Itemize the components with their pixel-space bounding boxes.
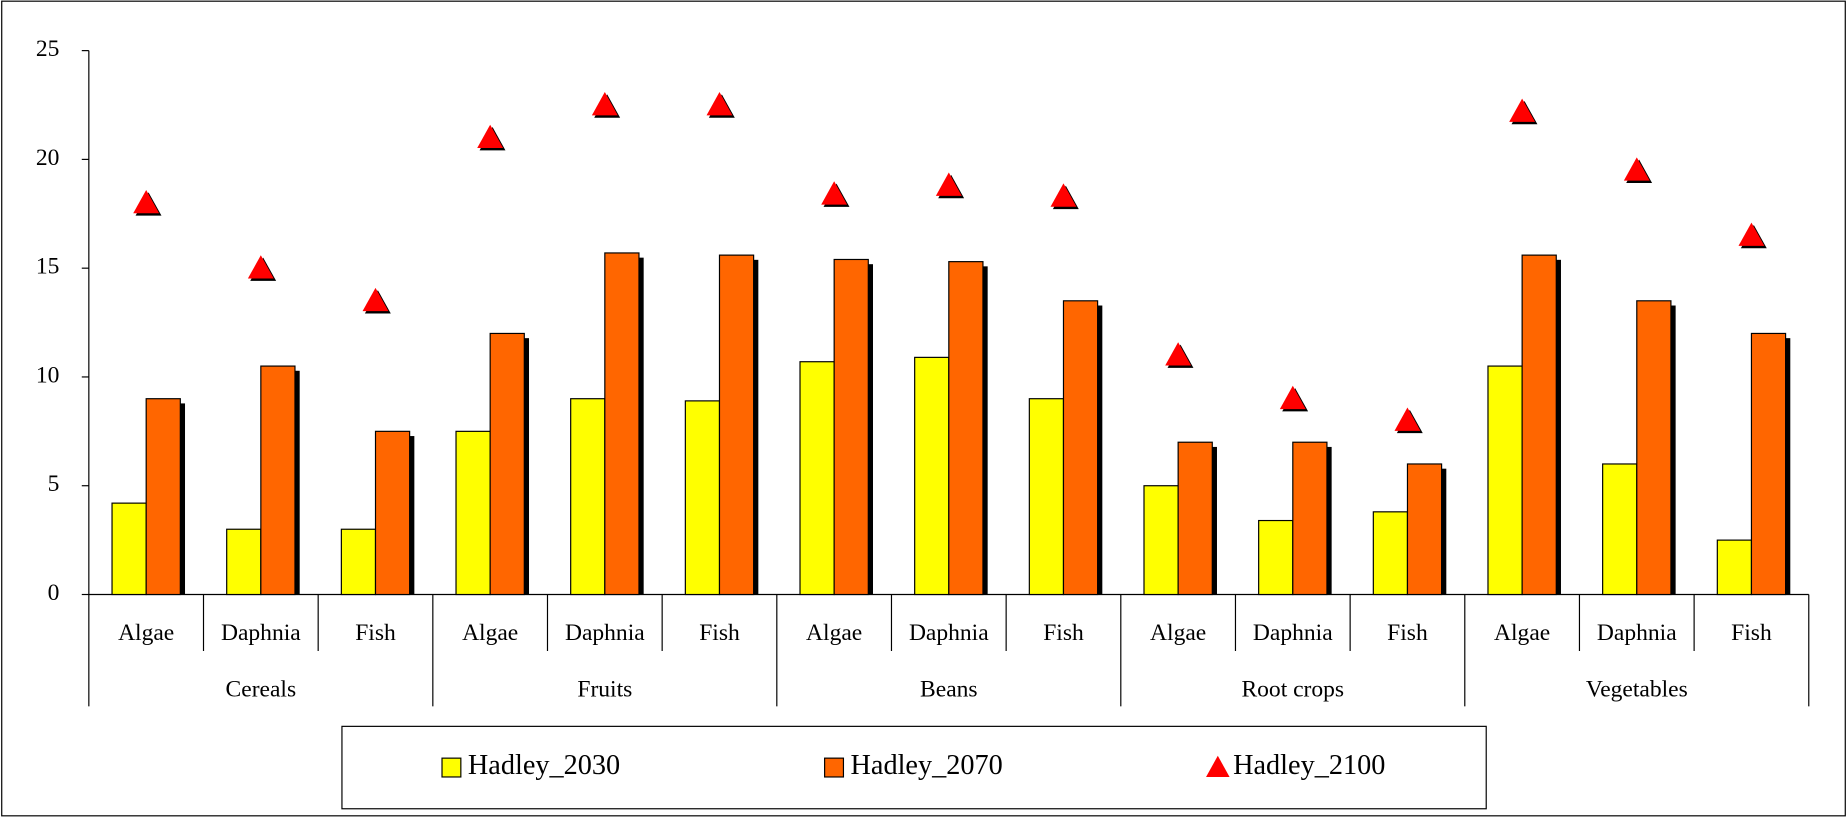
group-label: Cereals bbox=[226, 676, 297, 702]
x-tick-label: Fish bbox=[699, 620, 740, 646]
x-tick-label: Algae bbox=[806, 620, 862, 646]
bar bbox=[226, 528, 262, 596]
bar bbox=[570, 398, 606, 596]
marker bbox=[133, 189, 160, 214]
bar bbox=[489, 332, 525, 596]
marker bbox=[1050, 183, 1077, 207]
x-tick-label: Fish bbox=[355, 620, 396, 646]
marker bbox=[1279, 385, 1306, 410]
bar bbox=[1143, 485, 1179, 596]
marker bbox=[935, 172, 962, 196]
y-tick-label: 10 bbox=[36, 362, 60, 388]
bar bbox=[718, 254, 755, 596]
x-tick-label: Fish bbox=[1387, 620, 1428, 646]
y-tick-label: 15 bbox=[36, 254, 60, 280]
x-tick-label: Daphnia bbox=[221, 620, 301, 646]
legend-box bbox=[341, 725, 1487, 810]
x-tick-label: Algae bbox=[118, 620, 174, 646]
bar bbox=[948, 261, 984, 596]
legend-label: Hadley_2100 bbox=[1233, 750, 1385, 781]
y-tick-label: 20 bbox=[36, 145, 60, 171]
bar bbox=[1406, 463, 1443, 596]
x-tick-label: Algae bbox=[462, 620, 518, 646]
marker bbox=[706, 92, 733, 116]
x-tick-label: Daphnia bbox=[1253, 620, 1333, 646]
legend-swatch bbox=[441, 757, 462, 778]
marker bbox=[1509, 98, 1536, 122]
marker bbox=[1165, 342, 1192, 366]
bar bbox=[1602, 463, 1638, 596]
bar bbox=[374, 430, 411, 596]
legend-swatch bbox=[1206, 755, 1230, 777]
x-tick-label: Fish bbox=[1043, 620, 1084, 646]
bar bbox=[1716, 539, 1753, 596]
y-tick-label: 0 bbox=[48, 580, 60, 606]
bar bbox=[1372, 511, 1409, 596]
marker bbox=[1623, 157, 1650, 181]
bar bbox=[260, 365, 296, 596]
group-label: Beans bbox=[920, 676, 978, 702]
bar bbox=[1292, 441, 1328, 596]
legend-swatch bbox=[824, 757, 845, 778]
x-tick-label: Daphnia bbox=[909, 620, 989, 646]
bar bbox=[1487, 365, 1523, 596]
marker bbox=[477, 124, 504, 149]
bar bbox=[340, 528, 377, 596]
y-tick-label: 5 bbox=[48, 471, 60, 497]
bar bbox=[111, 502, 147, 596]
marker bbox=[821, 181, 848, 205]
marker bbox=[247, 255, 274, 279]
marker bbox=[362, 287, 389, 312]
group-label: Fruits bbox=[577, 676, 632, 702]
bar bbox=[799, 361, 835, 596]
bar bbox=[833, 258, 869, 596]
bar bbox=[1258, 519, 1294, 596]
bar bbox=[1750, 332, 1787, 596]
bar bbox=[1062, 300, 1099, 596]
x-tick-label: Daphnia bbox=[1597, 620, 1677, 646]
bar bbox=[684, 400, 721, 596]
bar bbox=[1636, 300, 1672, 596]
x-tick-label: Fish bbox=[1731, 620, 1772, 646]
bar bbox=[914, 356, 950, 596]
x-tick-label: Algae bbox=[1150, 620, 1206, 646]
marker bbox=[1738, 222, 1765, 246]
bar bbox=[604, 252, 640, 596]
x-tick-label: Algae bbox=[1494, 620, 1550, 646]
bar bbox=[1521, 254, 1557, 596]
x-tick-label: Daphnia bbox=[565, 620, 645, 646]
bar bbox=[455, 430, 491, 596]
legend-label: Hadley_2030 bbox=[468, 750, 620, 781]
bar bbox=[145, 398, 181, 596]
legend-label: Hadley_2070 bbox=[851, 750, 1003, 781]
marker bbox=[1394, 407, 1421, 431]
bar bbox=[1177, 441, 1213, 596]
marker bbox=[591, 92, 618, 116]
group-label: Vegetables bbox=[1586, 676, 1688, 702]
group-label: Root crops bbox=[1241, 676, 1344, 702]
y-tick-label: 25 bbox=[36, 36, 60, 62]
bar bbox=[1028, 398, 1065, 596]
